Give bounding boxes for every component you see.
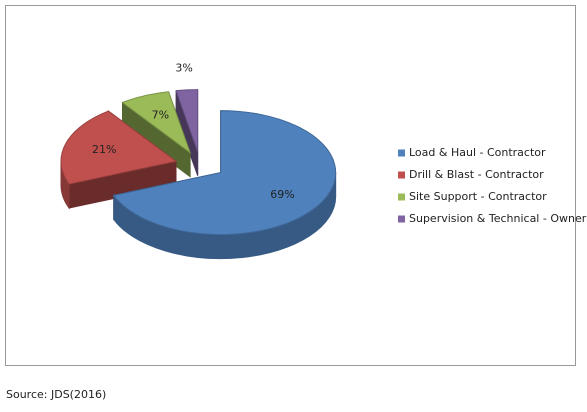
slice <box>121 91 192 155</box>
legend-swatch <box>398 215 405 223</box>
legend-swatch <box>398 149 405 157</box>
legend-swatch <box>398 193 405 201</box>
legend-swatch <box>398 171 405 179</box>
slice <box>112 110 337 236</box>
legend-label: Drill & Blast - Contractor <box>409 168 544 181</box>
source-note: Source: JDS(2016) <box>6 388 106 401</box>
legend-label: Load & Haul - Contractor <box>409 146 546 159</box>
slice <box>60 110 178 185</box>
data-label: 21% <box>92 143 116 156</box>
data-label: 3% <box>175 61 192 74</box>
legend-label: Site Support - Contractor <box>409 190 547 203</box>
slice <box>175 89 199 152</box>
data-label: 69% <box>270 188 294 201</box>
legend-label: Supervision & Technical - Owner <box>409 212 587 225</box>
data-label: 7% <box>152 109 169 122</box>
